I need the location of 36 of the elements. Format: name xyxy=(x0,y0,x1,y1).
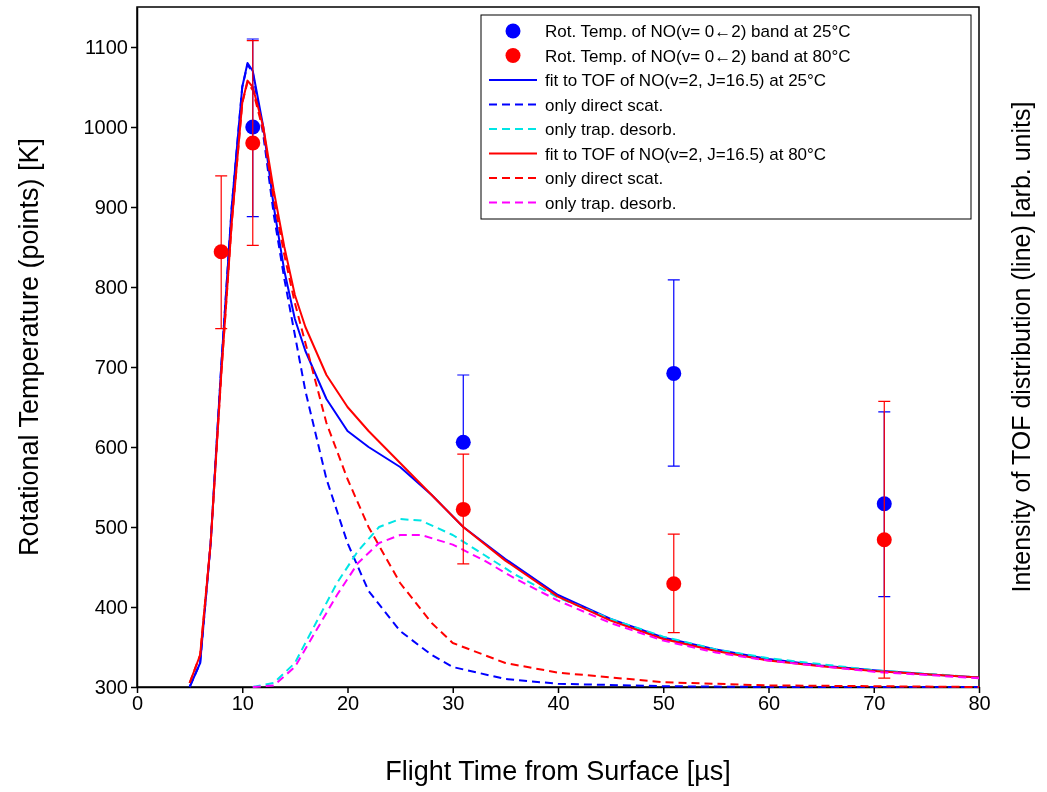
x-tick-label: 80 xyxy=(968,692,991,715)
legend-label: only trap. desorb. xyxy=(545,193,677,213)
y-tick-label: 500 xyxy=(94,515,128,538)
y-tick-label: 1000 xyxy=(83,115,128,138)
point xyxy=(245,135,261,151)
x-tick-label: 50 xyxy=(652,692,675,715)
x-tick-label: 20 xyxy=(336,692,360,715)
legend-label: Rot. Temp. of NO(v= 0←2) band at 25°C xyxy=(545,22,851,41)
y-tick-label: 700 xyxy=(94,355,128,378)
y-tick-label: 400 xyxy=(94,595,128,618)
x-tick-label: 40 xyxy=(547,692,570,715)
y-axis-title: Rotational Temperature (points) [K] xyxy=(14,137,44,557)
y-tick-label: 800 xyxy=(94,275,128,298)
point xyxy=(876,532,892,548)
point xyxy=(455,501,471,517)
point xyxy=(213,244,229,260)
y-tick-label: 900 xyxy=(94,195,128,218)
y2-axis-title: Intensity of TOF distribution (line) [arb. units] xyxy=(1007,101,1035,593)
x-tick-label: 10 xyxy=(231,692,254,715)
legend-label: only direct scat. xyxy=(545,95,664,115)
point xyxy=(455,434,471,450)
point xyxy=(666,365,682,381)
legend-label: Rot. Temp. of NO(v= 0←2) band at 80°C xyxy=(545,46,851,66)
x-tick-label: 0 xyxy=(131,692,144,715)
legend-label: only trap. desorb. xyxy=(545,120,677,139)
x-tick-label: 60 xyxy=(757,692,781,715)
x-tick-label: 70 xyxy=(863,692,886,715)
y-tick-label: 600 xyxy=(94,435,128,458)
legend-label: only direct scat. xyxy=(545,169,664,188)
x-tick-label: 30 xyxy=(442,692,465,715)
y-tick-label: 1100 xyxy=(84,35,128,58)
legend-label: fit to TOF of NO(v=2, J=16.5) at 25°C xyxy=(545,71,827,90)
x-axis-title: Flight Time from Surface [µs] xyxy=(385,756,731,786)
y-tick-label: 300 xyxy=(94,675,128,698)
point xyxy=(666,576,682,592)
legend-label: fit to TOF of NO(v=2, J=16.5) at 80°C xyxy=(545,144,827,164)
